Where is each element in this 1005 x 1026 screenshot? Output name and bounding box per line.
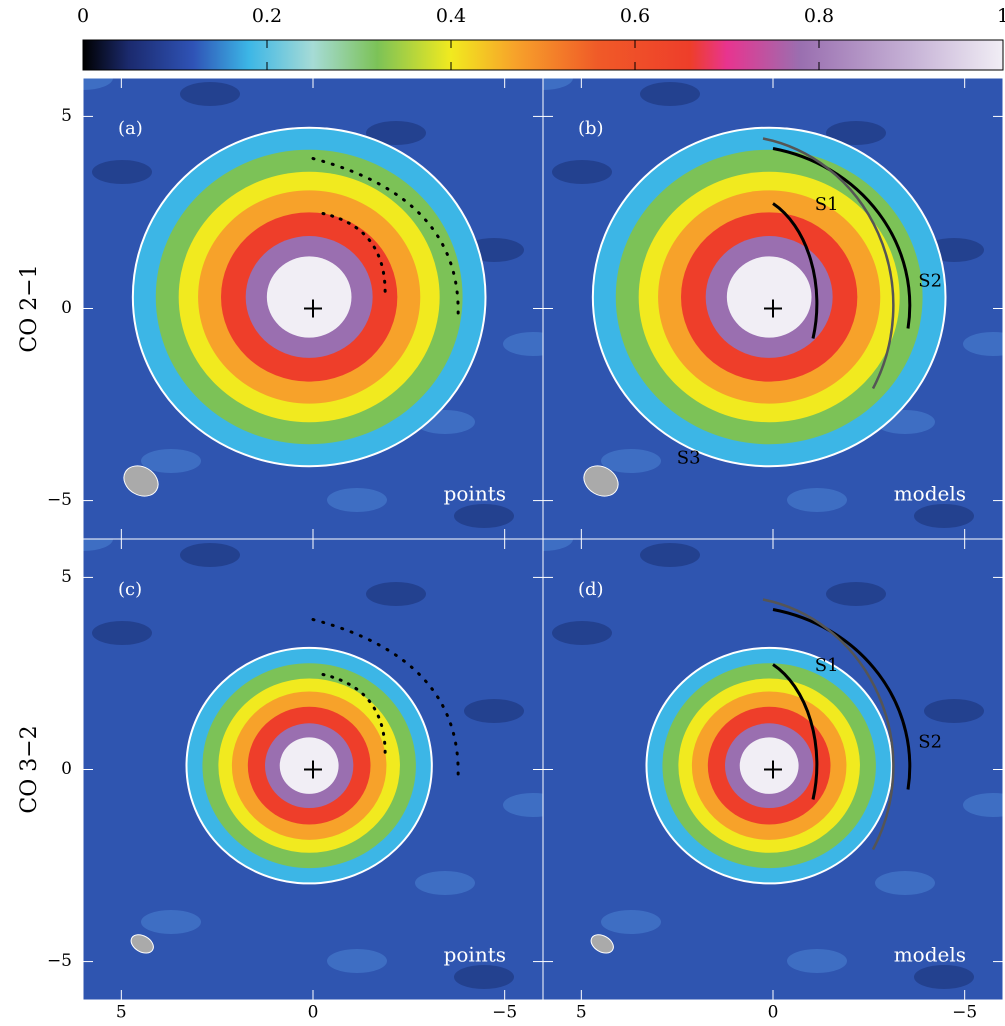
noise-patch (141, 910, 201, 934)
colorbar-tick-label: 0.4 (436, 5, 466, 27)
noise-patch (914, 965, 974, 989)
noise-patch (787, 949, 847, 973)
y-tick-label: 0 (61, 298, 72, 318)
panel-label: (c) (118, 579, 142, 600)
colorbar-tick-label: 0.6 (620, 5, 650, 27)
row-label: CO 3−2 (17, 725, 42, 813)
noise-patch (327, 488, 387, 512)
noise-patch (787, 488, 847, 512)
x-tick-label: −5 (952, 1003, 977, 1023)
noise-patch (924, 699, 984, 723)
noise-patch (366, 582, 426, 606)
noise-patch (141, 449, 201, 473)
emission-level (740, 737, 799, 794)
noise-patch (552, 160, 612, 184)
noise-patch (92, 160, 152, 184)
noise-patch (454, 504, 514, 528)
annotation: S2 (918, 271, 942, 292)
emission-level (267, 256, 352, 337)
annotation: S3 (677, 447, 701, 468)
panel-corner-text: models (894, 482, 966, 506)
y-tick-label: 5 (61, 567, 72, 587)
colorbar-tick-label: 1 (997, 5, 1005, 27)
noise-patch (180, 82, 240, 106)
figure: 0 0.2 0.4 0.6 0.8 1 5 0 −5 (a) points (b) models S1 S2… (0, 0, 1005, 1026)
noise-patch (180, 543, 240, 567)
annotation: S1 (815, 194, 839, 215)
noise-patch (875, 871, 935, 895)
y-tick-label: 5 (61, 106, 72, 126)
noise-patch (92, 621, 152, 645)
noise-patch (914, 504, 974, 528)
emission-level (280, 737, 339, 794)
x-tick-label: 5 (116, 1003, 127, 1023)
panel-label: (d) (578, 579, 604, 600)
noise-patch (601, 910, 661, 934)
y-tick-label: −5 (47, 490, 72, 510)
noise-patch (327, 949, 387, 973)
noise-patch (454, 965, 514, 989)
panel-corner-text: models (894, 943, 966, 967)
y-tick-label: 0 (61, 759, 72, 779)
noise-patch (640, 82, 700, 106)
panel-corner-text: points (444, 943, 506, 967)
emission-level (727, 256, 812, 337)
x-tick-label: 0 (308, 1003, 319, 1023)
x-tick-label: 5 (576, 1003, 587, 1023)
row-label: CO 2−1 (17, 264, 42, 352)
annotation: S2 (918, 732, 942, 753)
annotation: S1 (815, 655, 839, 676)
colorbar-tick-label: 0 (77, 5, 89, 27)
noise-patch (640, 543, 700, 567)
noise-patch (415, 871, 475, 895)
y-tick-label: −5 (47, 951, 72, 971)
panel-label: (b) (578, 118, 604, 139)
noise-patch (826, 582, 886, 606)
x-tick-label: −5 (492, 1003, 517, 1023)
colorbar (83, 40, 1003, 70)
x-tick-label: 0 (768, 1003, 779, 1023)
noise-patch (552, 621, 612, 645)
noise-patch (464, 699, 524, 723)
panel-label: (a) (118, 118, 143, 139)
noise-patch (601, 449, 661, 473)
colorbar-tick-label: 0.2 (252, 5, 282, 27)
colorbar-tick-label: 0.8 (804, 5, 834, 27)
panel-corner-text: points (444, 482, 506, 506)
